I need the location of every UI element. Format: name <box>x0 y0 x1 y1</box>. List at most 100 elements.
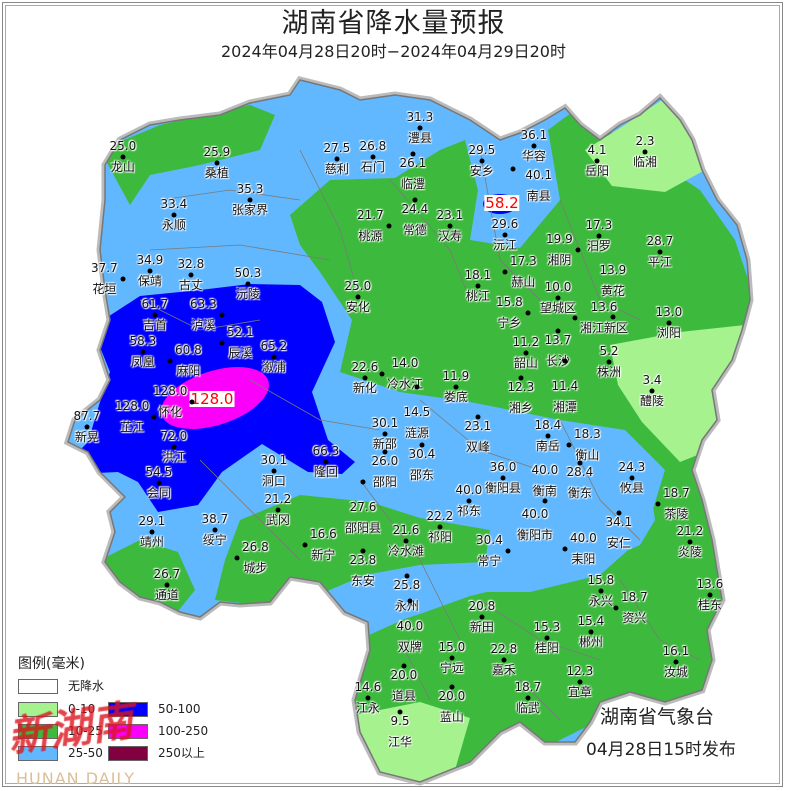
station-dot <box>397 709 403 715</box>
station-value: 17.3 <box>510 254 537 268</box>
station-dot <box>323 459 329 465</box>
station-label: 25.0 安化 <box>345 280 372 314</box>
station-label: 13.6 桂东 <box>697 578 724 612</box>
station-value: 29.1 <box>138 514 166 528</box>
station-name: 临澧 <box>400 177 425 191</box>
station-name: 桂阳 <box>534 641 559 655</box>
station-value: 11.4 <box>551 379 579 393</box>
station-name: 隆回 <box>313 465 338 479</box>
station-dot <box>475 283 481 289</box>
station-value: 16.1 <box>662 644 690 658</box>
station-name: 花垣 <box>92 282 117 296</box>
station-label: 26.8 城步 <box>242 541 269 575</box>
station-value: 65.2 <box>260 339 288 353</box>
station-value: 32.8 <box>177 257 205 271</box>
station-label: 13.0 浏阳 <box>656 306 683 340</box>
forecast-period: 2024年04月28日20时−2024年04月29日20时 <box>220 42 566 61</box>
station-label: 40.1 南县 <box>525 168 552 203</box>
station-label: 63.3 泸溪 <box>190 298 217 332</box>
station-label: 23.1 汉寿 <box>437 209 464 243</box>
station-label: 12.3 湘乡 <box>508 381 535 415</box>
station-label: 30.4 邵东 <box>409 448 436 482</box>
station-value: 29.5 <box>468 143 496 157</box>
station-label: 15.4 郴州 <box>578 615 605 649</box>
station-dot <box>401 663 407 669</box>
station-dot <box>84 424 90 430</box>
station-name: 邵东 <box>409 468 434 482</box>
station-label: 20.8 新田 <box>469 600 496 634</box>
station-label: 18.4 南岳 <box>535 419 562 453</box>
station-name: 张家界 <box>232 203 269 217</box>
station-dot <box>501 657 507 663</box>
station-label: 52.1 辰溪 <box>227 326 254 360</box>
station-label: 29.5 安乡 <box>469 144 496 178</box>
station-name: 桂东 <box>697 598 722 612</box>
station-dot <box>171 212 177 218</box>
watermark-logo <box>0 690 230 770</box>
station-dot <box>588 629 594 635</box>
station-dot <box>334 156 340 162</box>
station-name: 邵阳 <box>372 475 397 489</box>
station-label: 15.0 宁远 <box>439 641 466 675</box>
station-dot <box>417 125 423 131</box>
station-name: 溆浦 <box>261 360 286 374</box>
station-value: 30.4 <box>408 447 436 461</box>
station-value: 29.6 <box>491 217 519 231</box>
station-value: 60.8 <box>175 343 202 357</box>
station-name: 双峰 <box>465 440 490 454</box>
station-name: 安乡 <box>469 164 494 178</box>
station-value: 30.1 <box>260 453 288 467</box>
station-dot <box>152 312 158 318</box>
station-label: 23.8 东安 <box>350 554 377 588</box>
station-dot <box>479 614 485 620</box>
station-dot <box>510 166 516 172</box>
station-label: 33.4 永顺 <box>161 198 188 232</box>
station-label: 30.1 新邵 <box>372 417 399 451</box>
station-value: 18.1 <box>464 268 492 282</box>
station-dot <box>171 444 177 450</box>
station-value: 18.7 <box>621 590 648 604</box>
station-label: 128.0 芷江 <box>115 400 149 434</box>
station-label: 72.0 洪江 <box>161 430 188 464</box>
station-label: 18.7 临武 <box>515 681 542 715</box>
station-label: 22.2 祁阳 <box>427 510 454 544</box>
station-name: 安仁 <box>606 536 631 550</box>
station-label: 22.6 新化 <box>352 361 379 395</box>
station-name: 娄底 <box>443 390 468 404</box>
station-name: 茶陵 <box>664 507 689 521</box>
station-value: 13.6 <box>590 300 618 314</box>
station-name: 耒阳 <box>571 552 596 566</box>
station-value: 30.1 <box>371 416 399 430</box>
station-name: 宁乡 <box>497 316 522 330</box>
station-dot <box>594 158 600 164</box>
area-10-25 <box>215 495 490 604</box>
station-value: 40.0 <box>521 507 549 521</box>
station-value: 5.2 <box>599 344 619 358</box>
station-name: 衡阳县 <box>485 481 522 495</box>
station-label: 66.3 隆回 <box>313 445 340 479</box>
station-value: 14.6 <box>354 680 382 694</box>
station-dot <box>271 354 277 360</box>
station-label: 13.7 长沙 <box>545 334 572 368</box>
station-label: 3.4 醴陵 <box>640 374 664 408</box>
station-dot <box>189 399 195 405</box>
station-value: 38.7 <box>201 512 229 526</box>
station-label: 36.1 华容 <box>521 129 548 163</box>
station-value: 14.5 <box>403 405 431 419</box>
station-value: 11.2 <box>512 335 540 349</box>
station-value: 26.7 <box>153 567 181 581</box>
station-label: 15.8 宁乡 <box>496 296 523 330</box>
station-dot <box>360 479 366 485</box>
station-value: 21.7 <box>357 208 384 222</box>
station-label: 18.3 衡山 <box>574 428 601 462</box>
station-label: 30.4 常宁 <box>476 534 503 568</box>
station-dot <box>219 312 225 318</box>
station-label: 54.5 会同 <box>146 466 173 500</box>
station-dot <box>555 328 561 334</box>
station-value: 40.0 <box>570 531 597 545</box>
station-dot <box>302 542 308 548</box>
station-label: 24.4 常德 <box>402 203 429 237</box>
station-value: 33.4 <box>160 197 188 211</box>
station-name: 汉寿 <box>437 229 462 243</box>
station-label: 40.0 衡阳市 <box>517 508 553 542</box>
